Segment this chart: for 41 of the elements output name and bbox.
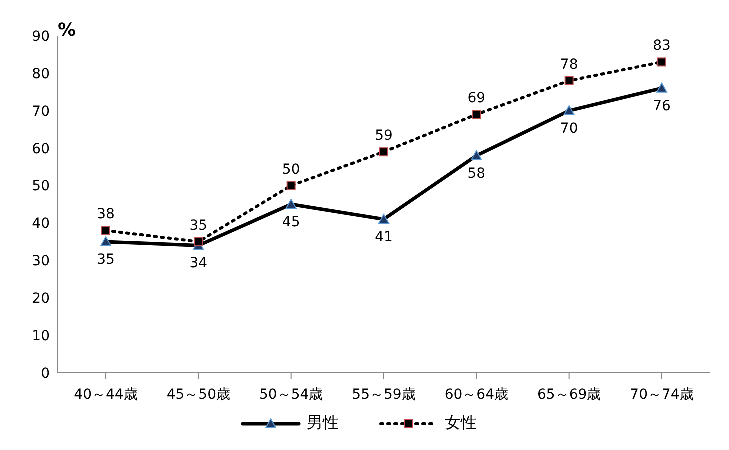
y-tick-label: 10: [32, 328, 50, 345]
data-label: 78: [560, 56, 578, 73]
point: [194, 237, 204, 246]
point: [658, 58, 666, 67]
x-tick-label: 40～44歳: [74, 386, 138, 403]
y-axis-title: %: [58, 20, 76, 41]
point: [564, 76, 574, 86]
x-tick-label: 65～69歳: [538, 386, 602, 403]
y-tick-label: 70: [32, 104, 50, 120]
data-label: 50: [282, 162, 300, 178]
data-label: 59: [375, 128, 393, 144]
y-tick-label: 0: [41, 366, 50, 382]
data-label: 38: [97, 206, 115, 223]
x-tick-label: 55～59歳: [352, 386, 416, 403]
point: [102, 226, 110, 236]
y-tick-label: 20: [32, 291, 50, 308]
data-label: 58: [468, 166, 486, 182]
x-tick-label: 70～74歳: [630, 386, 694, 403]
y-tick-label: 80: [32, 66, 50, 82]
data-label: 41: [375, 229, 393, 246]
data-label: 35: [190, 218, 208, 234]
y-tick-label: 60: [32, 141, 50, 158]
data-label: 69: [468, 90, 486, 107]
data-label: 34: [190, 256, 208, 272]
legend-label: 女性: [444, 413, 477, 434]
data-label: 35: [97, 252, 115, 268]
x-tick-label: 60～64歳: [444, 386, 508, 403]
point: [380, 148, 388, 157]
y-tick-label: 30: [32, 254, 50, 270]
data-label: 45: [282, 214, 300, 230]
x-tick-label: 45～50歳: [166, 386, 230, 403]
x-tick-label: 50～54歳: [260, 386, 324, 403]
y-tick-label: 40: [32, 216, 50, 232]
data-label: 70: [560, 120, 578, 137]
point: [472, 110, 482, 120]
point: [286, 181, 296, 190]
data-label: 83: [653, 38, 671, 54]
y-tick-label: 50: [32, 178, 50, 195]
legend-label: 男性: [306, 413, 339, 434]
y-tick-label: 90: [32, 28, 50, 45]
data-label: 76: [653, 98, 671, 114]
